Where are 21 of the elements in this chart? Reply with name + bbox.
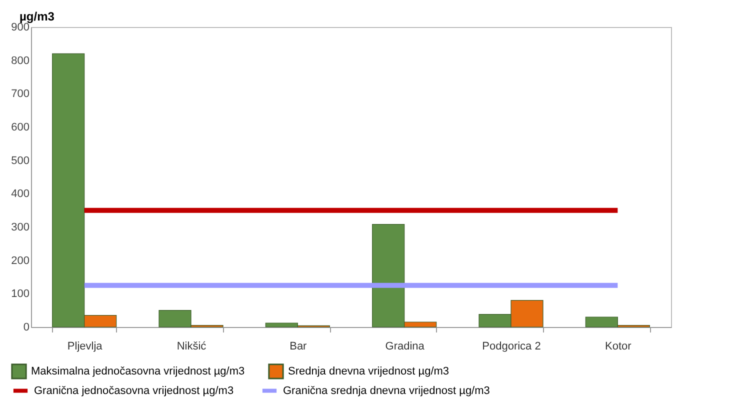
x-tick-label: Kotor [605, 340, 632, 352]
y-tick-label: 400 [11, 188, 30, 200]
x-tick-label: Pljevlja [67, 340, 104, 352]
y-tick-label: 500 [11, 154, 30, 167]
y-axis-title: µg/m3 [20, 10, 55, 24]
y-tick-label: 300 [11, 222, 30, 234]
x-tick-label: Gradina [385, 340, 426, 352]
legend-label: Granična srednja dnevna vrijednost µg/m3 [283, 384, 490, 397]
y-tick-label: 100 [11, 288, 30, 300]
y-tick-label: 800 [11, 54, 30, 67]
x-tick-label: Bar [290, 340, 308, 352]
legend-label: Maksimalna jednočasovna vrijednost µg/m3 [31, 365, 245, 378]
x-tick-label: Podgorica 2 [482, 340, 541, 352]
legend-label: Srednja dnevna vrijednost µg/m3 [288, 365, 450, 378]
x-tick-label: Nikšić [176, 340, 207, 352]
y-tick-label: 600 [11, 122, 30, 134]
y-tick-label: 200 [11, 254, 30, 267]
y-tick-label: 900 [11, 22, 30, 34]
y-tick-label: 0 [23, 322, 30, 334]
y-tick-label: 700 [11, 88, 30, 100]
legend-label: Granična jednočasovna vrijednost µg/m3 [34, 384, 234, 397]
